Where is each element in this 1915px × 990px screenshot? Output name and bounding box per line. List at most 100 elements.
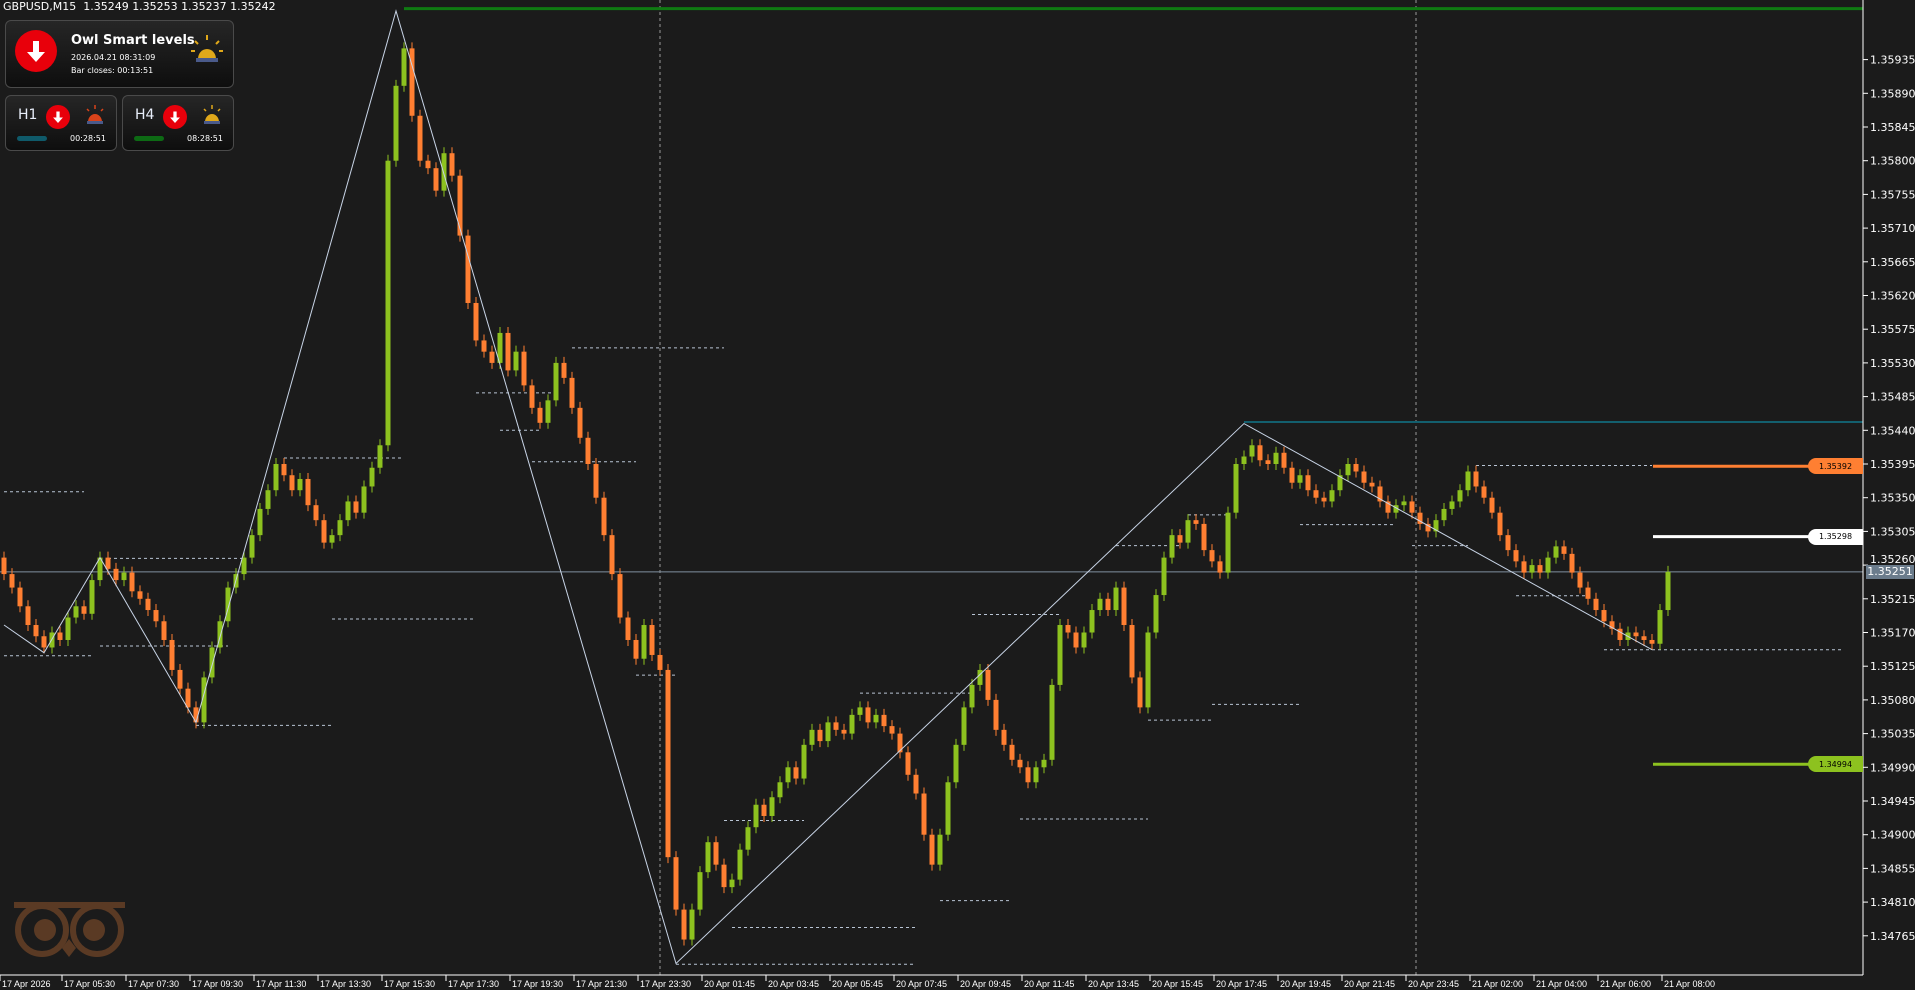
- bull-candle: [241, 557, 247, 575]
- bear-candle: [1641, 636, 1647, 640]
- bear-candle: [841, 729, 847, 734]
- bull-candle: [961, 707, 967, 745]
- bear-candle: [1417, 512, 1423, 524]
- alarm-icon: [203, 105, 221, 124]
- bear-candle: [193, 707, 199, 723]
- bear-candle: [1289, 467, 1295, 483]
- bear-candle: [481, 340, 487, 352]
- bear-candle: [81, 606, 87, 614]
- bear-candle: [921, 793, 927, 835]
- h1-panel: H1 00:28:51: [5, 95, 117, 151]
- bear-candle: [617, 574, 623, 618]
- bear-candle: [129, 572, 135, 592]
- bear-candle: [1201, 523, 1207, 551]
- bull-candle: [97, 557, 103, 581]
- bear-candle: [721, 864, 727, 888]
- x-tick-label: 17 Apr 13:30: [320, 979, 371, 989]
- bear-candle: [633, 639, 639, 659]
- bull-candle: [825, 722, 831, 742]
- bull-candle: [937, 834, 943, 865]
- bear-candle: [145, 598, 151, 611]
- bull-candle: [249, 535, 255, 558]
- bear-candle: [993, 699, 999, 730]
- bear-candle: [1481, 486, 1487, 498]
- bull-candle: [1041, 759, 1047, 768]
- bull-candle: [1553, 546, 1559, 558]
- x-tick-label: 20 Apr 03:45: [768, 979, 819, 989]
- bear-candle: [17, 587, 23, 607]
- bull-candle: [345, 501, 351, 521]
- symbol-timeframe: GBPUSD,M15: [3, 0, 77, 13]
- owl-logo-icon: [14, 902, 125, 957]
- bull-candle: [953, 744, 959, 783]
- bear-candle: [281, 464, 287, 476]
- timeframe-label: H4: [135, 107, 155, 123]
- x-tick-label: 17 Apr 21:30: [576, 979, 627, 989]
- h4-panel: H4 08:28:51: [122, 95, 234, 151]
- y-tick-label: 1.35035: [1870, 728, 1915, 741]
- arrow-down-icon: [46, 105, 70, 129]
- bull-candle: [225, 587, 231, 622]
- bear-candle: [1633, 632, 1639, 637]
- x-tick-label: 21 Apr 04:00: [1536, 979, 1587, 989]
- y-tick-label: 1.35800: [1870, 155, 1915, 168]
- y-tick-label: 1.35305: [1870, 525, 1915, 538]
- y-tick-label: 1.34765: [1870, 930, 1915, 943]
- arrow-down-icon: [15, 30, 57, 72]
- bull-candle: [209, 647, 215, 678]
- bull-candle: [801, 744, 807, 779]
- bull-candle: [1153, 595, 1159, 633]
- bull-candle: [729, 879, 735, 888]
- y-tick-label: 1.35620: [1870, 290, 1915, 303]
- bear-candle: [1497, 512, 1503, 536]
- y-tick-label: 1.35260: [1870, 553, 1915, 566]
- y-tick-label: 1.35350: [1870, 492, 1915, 505]
- bull-candle: [401, 48, 407, 86]
- bear-candle: [169, 639, 175, 670]
- x-tick-label: 20 Apr 09:45: [960, 979, 1011, 989]
- bull-candle: [65, 617, 71, 640]
- x-tick-label: 20 Apr 21:45: [1344, 979, 1395, 989]
- x-tick-label: 21 Apr 06:00: [1600, 979, 1651, 989]
- bear-candle: [881, 714, 887, 727]
- bull-candle: [1273, 452, 1279, 464]
- target-level-label: 1.35298: [1808, 528, 1863, 545]
- x-tick-label: 17 Apr 07:30: [128, 979, 179, 989]
- bull-candle: [385, 160, 391, 446]
- bear-candle: [1265, 460, 1271, 464]
- bear-candle: [1305, 475, 1311, 491]
- bull-candle: [297, 478, 303, 491]
- x-tick-label: 17 Apr 23:30: [640, 979, 691, 989]
- y-tick-label: 1.35665: [1870, 256, 1915, 269]
- y-tick-label: 1.34810: [1870, 896, 1915, 909]
- bear-candle: [289, 475, 295, 491]
- bear-candle: [1001, 729, 1007, 745]
- bull-candle: [849, 714, 855, 734]
- bull-candle: [1161, 557, 1167, 596]
- bull-candle: [1457, 490, 1463, 502]
- bear-candle: [465, 235, 471, 303]
- bull-candle: [689, 909, 695, 940]
- bull-candle: [1529, 565, 1535, 573]
- bull-candle: [1089, 610, 1095, 633]
- bull-candle: [1049, 684, 1055, 760]
- y-tick-label: 1.35890: [1870, 87, 1915, 100]
- bear-candle: [313, 505, 319, 521]
- bull-candle: [337, 520, 343, 536]
- bear-candle: [1585, 587, 1591, 599]
- bear-candle: [321, 520, 327, 543]
- bear-candle: [457, 175, 463, 236]
- timeframe-timer: 08:28:51: [187, 134, 223, 143]
- bear-candle: [681, 909, 687, 940]
- bear-candle: [1257, 445, 1263, 461]
- bear-candle: [609, 535, 615, 575]
- bear-candle: [41, 636, 47, 648]
- bull-candle: [89, 580, 95, 614]
- bear-candle: [985, 669, 991, 700]
- bull-candle: [1665, 571, 1671, 611]
- bear-candle: [417, 115, 423, 161]
- bear-candle: [1353, 464, 1359, 472]
- timeframe-timer: 00:28:51: [70, 134, 106, 143]
- bear-candle: [1473, 471, 1479, 487]
